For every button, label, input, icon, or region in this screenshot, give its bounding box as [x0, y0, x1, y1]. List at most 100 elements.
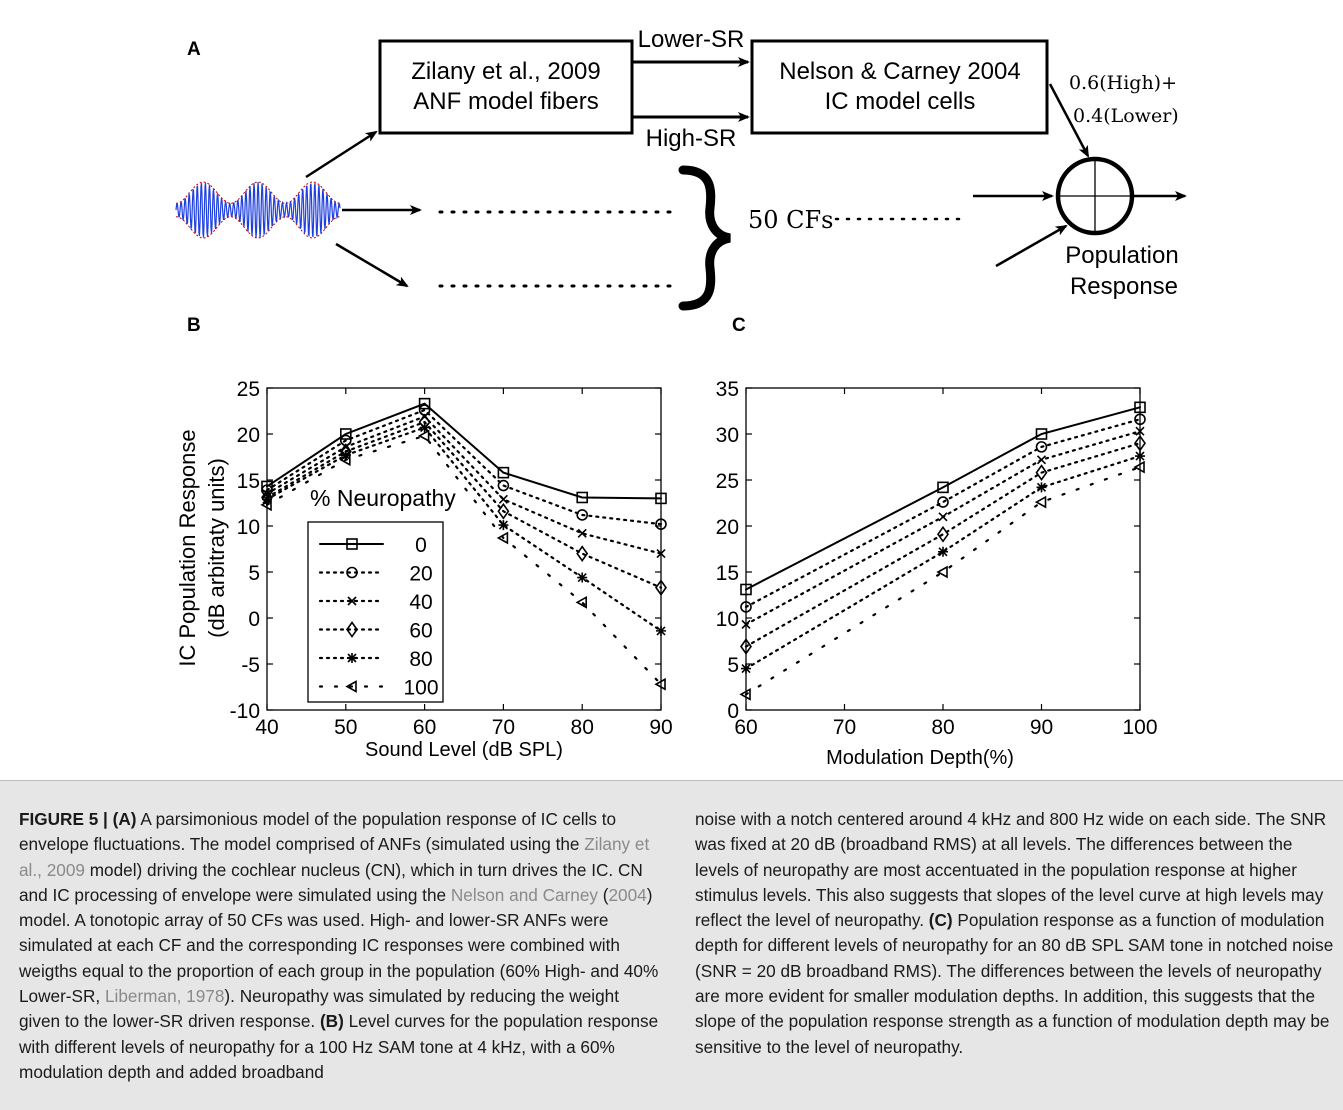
data-point-40	[938, 512, 948, 522]
series-line-20	[265, 408, 663, 526]
panel-a-diagram: A Zilany et al., 2009 ANF model fibers N…	[175, 26, 1187, 311]
data-point-100	[739, 688, 751, 701]
high-sr-label: High-SR	[646, 125, 737, 152]
data-point-40	[656, 549, 666, 559]
chart-b-legend: 0 20 40 60 80 100	[307, 521, 444, 703]
legend-marker-40	[347, 596, 357, 606]
data-point-20	[1134, 413, 1146, 426]
y-tick-label: 20	[716, 516, 739, 539]
caption-column-left: FIGURE 5 | (A) A parsimonious model of t…	[19, 807, 659, 1085]
data-point-40	[577, 528, 587, 538]
caption-figure-label: FIGURE 5 |	[19, 809, 113, 829]
panel-b-label: B	[187, 315, 201, 336]
data-point-0	[655, 492, 667, 505]
y-tick-label: 25	[716, 470, 739, 493]
y-tick-label: 5	[727, 654, 739, 677]
data-point-80	[262, 494, 272, 505]
caption-text: (	[598, 884, 609, 905]
legend-label-100: 100	[403, 677, 438, 700]
series-line-60	[744, 442, 1142, 648]
x-tick-label: 40	[255, 716, 278, 739]
ic-model-box	[750, 39, 1049, 135]
cf-count-label: 50 CFs	[748, 206, 834, 234]
data-point-0	[1134, 401, 1146, 414]
sam-stimulus-waveform	[175, 181, 341, 239]
x-tick-label: 80	[571, 716, 594, 739]
stimulus-arrow-up	[305, 130, 378, 179]
series-line-100	[744, 466, 1142, 696]
chart-b-ylabel-line2: (dB arbitraty units)	[204, 458, 229, 638]
sum-input-arrow-lower	[995, 224, 1068, 268]
y-tick-label: 15	[716, 562, 739, 585]
x-tick-label: 70	[833, 716, 856, 739]
weight-lower: 0.4(Lower)	[1073, 105, 1179, 127]
chart-c-modulation-depth: 60 70 80 90 100 0 5 10 15 20 25 30 35 Modulation Dep…	[716, 378, 1158, 769]
ic-box-line1: Nelson & Carney 2004	[779, 58, 1020, 85]
citation-link[interactable]: Zilany et al., 2009	[19, 834, 650, 880]
legend-marker-20	[346, 566, 358, 579]
chart-b-legend-title: % Neuropathy	[310, 485, 456, 511]
x-tick-label: 60	[413, 716, 436, 739]
caption-text: Level curves for the population response…	[19, 1011, 659, 1082]
legend-marker-0	[346, 538, 358, 550]
y-tick-label: -5	[241, 654, 260, 677]
data-point-100	[575, 596, 587, 609]
data-point-40	[1135, 426, 1145, 436]
legend-label-80: 80	[409, 648, 432, 671]
data-point-40	[1036, 455, 1047, 465]
carrier-waveform	[175, 182, 341, 238]
data-point-20	[655, 518, 667, 530]
data-point-80	[1135, 451, 1145, 462]
caption-text: model) driving the cochlear nucleus (CN)…	[19, 859, 643, 905]
legend-label-0: 0	[415, 534, 427, 557]
data-point-80	[577, 572, 588, 583]
caption-text: ) model. A tonotopic array of 50 CFs was…	[19, 884, 659, 1007]
brace	[678, 165, 732, 311]
anf-box-line1: Zilany et al., 2009	[411, 58, 600, 85]
legend-label-20: 20	[409, 563, 432, 586]
data-point-0	[937, 481, 949, 494]
y-tick-label: 30	[716, 424, 739, 447]
lower-sr-label: Lower-SR	[638, 26, 745, 53]
data-point-100	[339, 453, 351, 467]
citation-link[interactable]: Liberman, 1978	[104, 986, 225, 1007]
chart-b-axes-frame	[266, 387, 662, 711]
figure-caption: FIGURE 5 | (A) A parsimonious model of t…	[0, 780, 1343, 1110]
data-point-60	[655, 579, 667, 597]
data-point-0	[576, 491, 589, 504]
y-tick-label: 10	[716, 608, 739, 631]
legend-marker-100	[345, 680, 357, 693]
data-point-0	[497, 466, 510, 479]
data-point-80	[1036, 482, 1047, 493]
data-point-100	[936, 565, 948, 579]
figure-5: A Zilany et al., 2009 ANF model fibers N…	[175, 26, 1187, 769]
data-point-40	[498, 494, 508, 504]
y-tick-label: -10	[230, 700, 260, 723]
caption-text: ). Neuropathy was simulated by reducing …	[19, 986, 619, 1032]
x-tick-label: 90	[1030, 716, 1053, 739]
series-line-20	[744, 418, 1142, 609]
citation-link[interactable]: 2004	[608, 884, 647, 905]
citation-link[interactable]: Nelson and Carney	[450, 884, 598, 905]
x-tick-label: 50	[334, 716, 357, 739]
caption-text: Population response as a function of mod…	[695, 910, 1334, 1057]
series-line-40	[744, 430, 1142, 626]
data-point-20	[740, 601, 752, 613]
ic-box-line2: IC model cells	[825, 88, 976, 115]
population-response-line1: Population	[1065, 242, 1178, 269]
data-point-100	[654, 677, 666, 691]
data-point-0	[740, 583, 752, 596]
x-tick-label: 60	[734, 716, 757, 739]
x-tick-label: 90	[649, 716, 672, 739]
legend-label-40: 40	[409, 591, 432, 614]
panel-a-label: A	[187, 39, 201, 60]
legend-label-60: 60	[409, 620, 432, 643]
y-tick-label: 0	[727, 700, 739, 723]
series-line-100	[265, 434, 663, 686]
data-point-20	[497, 479, 510, 492]
caption-panel-c-tag: (C)	[928, 910, 953, 931]
legend-marker-80	[347, 653, 357, 663]
data-point-60	[576, 545, 589, 562]
x-tick-label: 100	[1122, 716, 1157, 739]
y-tick-label: 25	[237, 378, 260, 401]
